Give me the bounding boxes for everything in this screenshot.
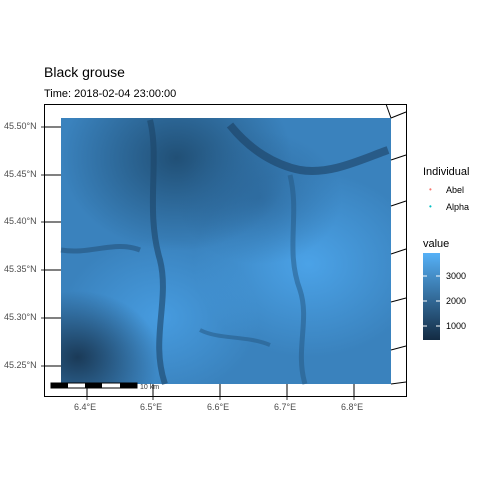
alpha-dot-icon: • [429, 202, 432, 211]
y-tick-label: 45.50°N [4, 121, 37, 131]
plot-title: Black grouse [44, 64, 125, 80]
scale-bar [50, 382, 138, 389]
legend-value-label: 3000 [446, 271, 467, 281]
legend-value-label: 1000 [446, 321, 467, 331]
legend-value-title: value [423, 238, 450, 250]
value-colorbar [423, 253, 440, 340]
x-tick-label: 6.4°E [74, 402, 97, 412]
legend-value-label: 2000 [446, 296, 467, 306]
legend-individual-alpha: Alpha [446, 202, 470, 212]
legend-individual-title: Individual [423, 166, 470, 178]
abel-dot-icon: • [429, 185, 432, 194]
y-tick-label: 45.40°N [4, 216, 37, 226]
y-tick-label: 45.25°N [4, 360, 37, 370]
colorbar-ticks [423, 275, 440, 327]
x-tick-label: 6.8°E [341, 402, 364, 412]
elevation-raster [60, 118, 391, 385]
y-tick-label: 45.35°N [4, 264, 37, 274]
x-tick-label: 6.6°E [207, 402, 230, 412]
graticule [44, 103, 407, 396]
y-tick-label: 45.30°N [4, 312, 37, 322]
y-tick-label: 45.45°N [4, 169, 37, 179]
scale-bar-label: 10 km [140, 384, 160, 391]
plot-subtitle: Time: 2018-02-04 23:00:00 [44, 88, 177, 100]
x-tick-label: 6.7°E [274, 402, 297, 412]
legend-individual-abel: Abel [446, 185, 465, 195]
axis-ticks [41, 126, 355, 400]
x-tick-label: 6.5°E [140, 402, 163, 412]
